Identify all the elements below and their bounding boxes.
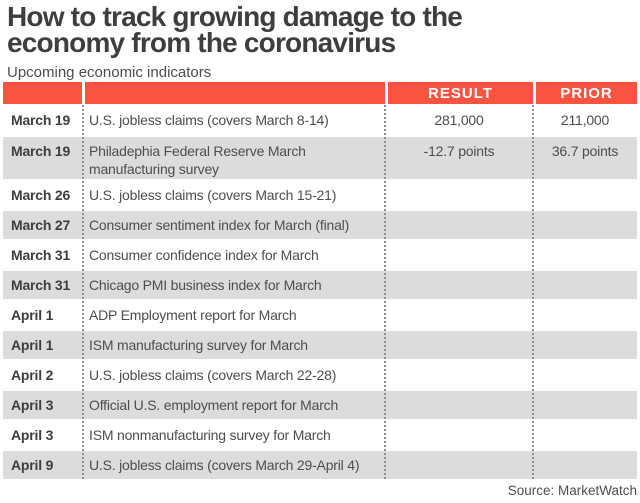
- row-result: [385, 331, 533, 359]
- row-date: March 19: [11, 112, 71, 128]
- row-prior: [533, 331, 637, 359]
- row-result: [385, 181, 533, 209]
- column-divider-date: [82, 105, 84, 479]
- header-cell-indicator: [85, 82, 385, 104]
- row-result: -12.7 points: [423, 143, 495, 159]
- row-date: April 2: [11, 367, 54, 383]
- row-date: March 26: [11, 187, 71, 203]
- row-prior: [533, 451, 637, 479]
- page-title-line2: economy from the coronavirus: [7, 27, 396, 58]
- row-prior: 36.7 points: [551, 143, 619, 159]
- header-cell-result: RESULT: [388, 82, 533, 104]
- table-body: March 19 U.S. jobless claims (covers Mar…: [3, 105, 637, 479]
- row-date: March 19: [11, 143, 71, 159]
- table-header-row: RESULT PRIOR: [3, 82, 637, 104]
- row-prior: [533, 301, 637, 329]
- row-date: March 31: [11, 247, 71, 263]
- row-indicator: ISM manufacturing survey for March: [89, 337, 308, 353]
- row-date: March 27: [11, 217, 71, 233]
- header-cell-prior: PRIOR: [536, 82, 637, 104]
- page-title: How to track growing damage to the econo…: [0, 0, 640, 58]
- row-prior: [533, 181, 637, 209]
- row-indicator: Consumer confidence index for March: [89, 247, 319, 263]
- table-row: April 1 ISM manufacturing survey for Mar…: [3, 331, 637, 359]
- row-indicator: U.S. jobless claims (covers March 29-Apr…: [89, 457, 360, 473]
- row-indicator: ISM nonmanufacturing survey for March: [89, 427, 331, 443]
- row-indicator: U.S. jobless claims (covers March 8-14): [89, 112, 329, 128]
- row-date: April 9: [11, 457, 54, 473]
- row-result: [385, 421, 533, 449]
- table-row: March 26 U.S. jobless claims (covers Mar…: [3, 181, 637, 209]
- row-prior: [533, 361, 637, 389]
- page-subtitle: Upcoming economic indicators: [7, 64, 212, 81]
- column-divider-result: [384, 105, 386, 479]
- table-row: April 1 ADP Employment report for March: [3, 301, 637, 329]
- row-prior: [533, 391, 637, 419]
- row-date: April 1: [11, 307, 54, 323]
- row-indicator: U.S. jobless claims (covers March 22-28): [89, 367, 337, 383]
- table-row: March 19 Philadephia Federal Reserve Mar…: [3, 137, 637, 179]
- row-prior: [533, 211, 637, 239]
- source-credit: Source: MarketWatch: [507, 483, 637, 498]
- row-prior: 211,000: [560, 112, 610, 128]
- table-row: March 31 Chicago PMI business index for …: [3, 271, 637, 299]
- column-divider-prior: [532, 105, 534, 479]
- row-indicator: Philadephia Federal Reserve March manufa…: [89, 143, 306, 177]
- row-date: April 3: [11, 397, 54, 413]
- row-result: [385, 271, 533, 299]
- indicators-table: RESULT PRIOR March 19 U.S. jobless claim…: [3, 82, 637, 479]
- row-date: April 3: [11, 427, 54, 443]
- row-result: [385, 211, 533, 239]
- header-cell-date: [3, 82, 82, 104]
- row-result: [385, 361, 533, 389]
- row-indicator: U.S. jobless claims (covers March 15-21): [89, 187, 337, 203]
- row-indicator: Consumer sentiment index for March (fina…: [89, 217, 350, 233]
- table-row: March 31 Consumer confidence index for M…: [3, 241, 637, 269]
- row-result: 281,000: [434, 112, 484, 128]
- row-prior: [533, 421, 637, 449]
- row-result: [385, 301, 533, 329]
- table-row: April 3 ISM nonmanufacturing survey for …: [3, 421, 637, 449]
- row-indicator: ADP Employment report for March: [89, 307, 297, 323]
- page-title-line1: How to track growing damage to the: [7, 1, 463, 32]
- table-row: April 9 U.S. jobless claims (covers Marc…: [3, 451, 637, 479]
- row-date: April 1: [11, 337, 54, 353]
- row-result: [385, 391, 533, 419]
- row-indicator: Chicago PMI business index for March: [89, 277, 322, 293]
- row-date: March 31: [11, 277, 71, 293]
- table-row: March 19 U.S. jobless claims (covers Mar…: [3, 105, 637, 135]
- table-row: March 27 Consumer sentiment index for Ma…: [3, 211, 637, 239]
- table-row: April 2 U.S. jobless claims (covers Marc…: [3, 361, 637, 389]
- table-row: April 3 Official U.S. employment report …: [3, 391, 637, 419]
- row-prior: [533, 241, 637, 269]
- row-result: [385, 241, 533, 269]
- row-prior: [533, 271, 637, 299]
- row-indicator: Official U.S. employment report for Marc…: [89, 397, 339, 413]
- row-result: [385, 451, 533, 479]
